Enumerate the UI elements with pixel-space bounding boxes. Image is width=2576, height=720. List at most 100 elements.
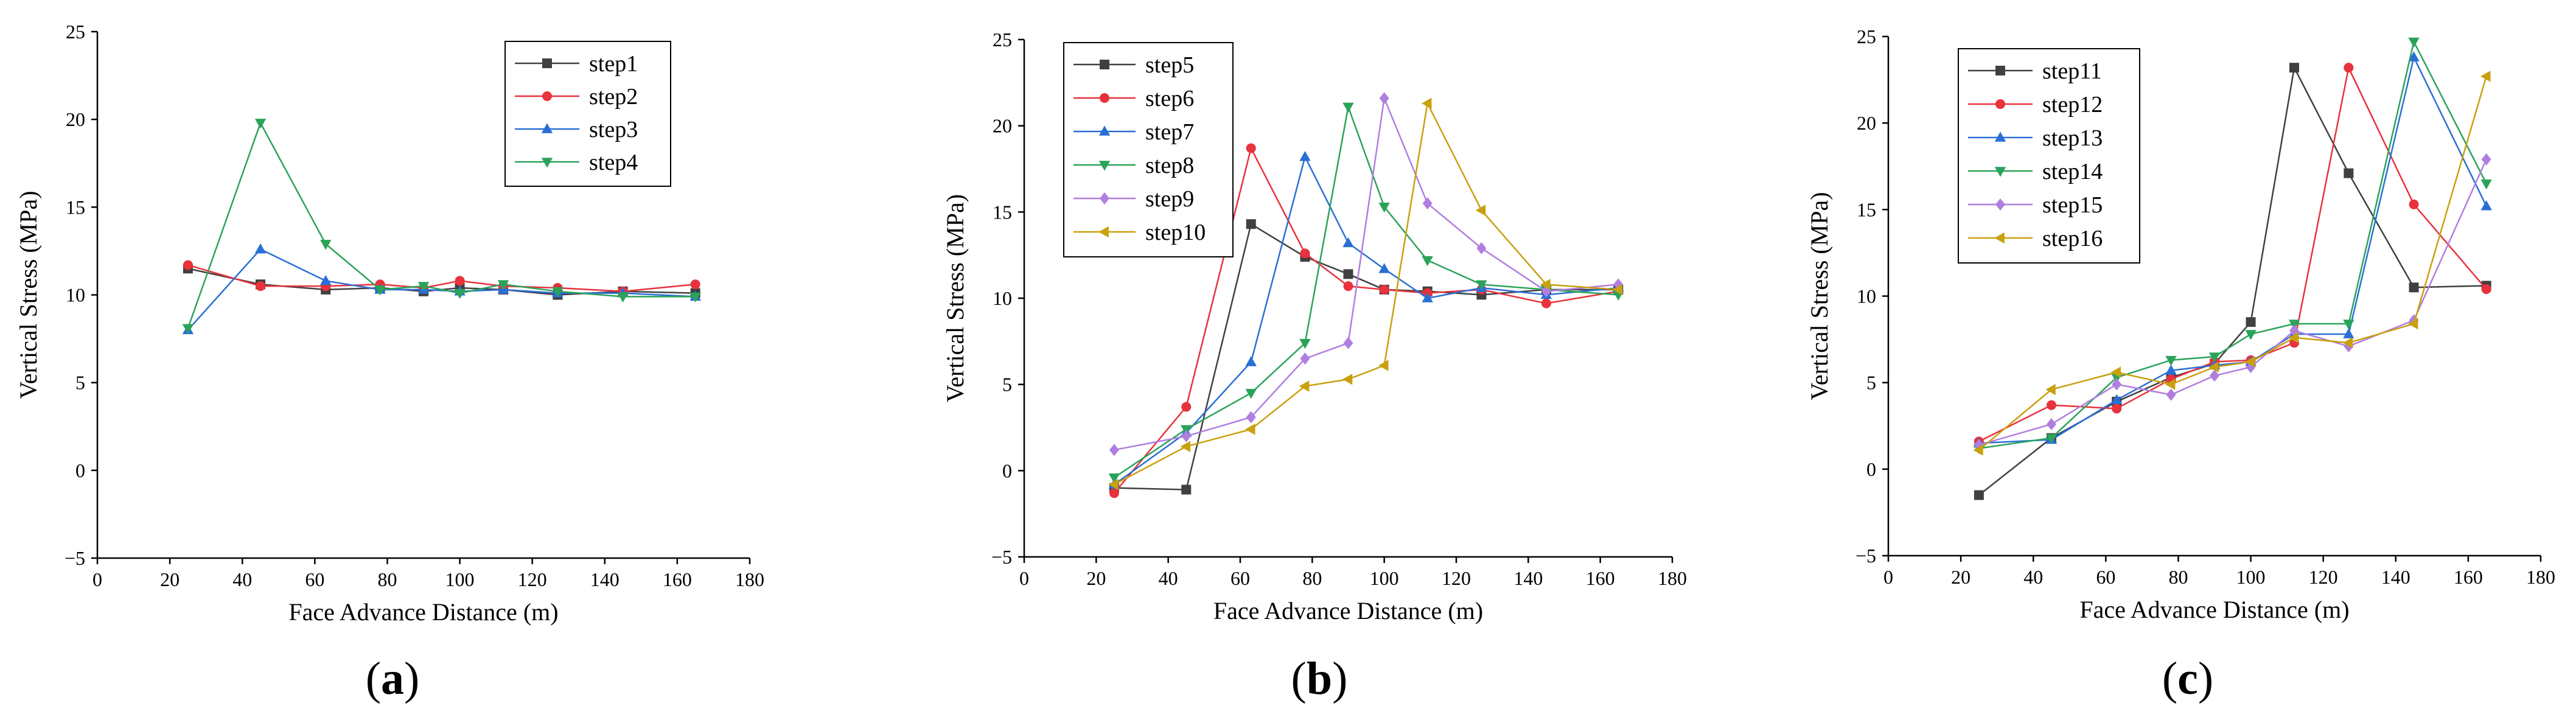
data-point: [1973, 444, 1983, 456]
y-tick-label: 20: [1857, 112, 1876, 134]
legend-item: step16: [1968, 226, 2103, 251]
y-tick-label: 25: [993, 29, 1012, 51]
legend-marker: [1995, 66, 2005, 75]
y-tick-label: 0: [75, 460, 85, 481]
legend-item: step12: [1968, 92, 2103, 117]
data-point: [1378, 203, 1390, 213]
legend: step5 step6 step7 step8 step9 step10: [1063, 42, 1234, 257]
legend: step11 step12 step13 step14 step15 step16: [1958, 48, 2140, 264]
data-point: [183, 260, 193, 270]
y-axis-title: Vertical Stress (MPa): [1806, 192, 1833, 400]
legend-label: step1: [589, 51, 638, 77]
series-step4: [182, 119, 701, 334]
x-tick-label: 120: [2309, 566, 2338, 588]
y-tick-label: 10: [993, 287, 1012, 309]
data-point: [2165, 355, 2177, 366]
data-point: [2246, 317, 2256, 327]
x-tick-label: 140: [1513, 567, 1543, 589]
data-point: [2245, 330, 2257, 340]
series-line: [187, 264, 696, 292]
x-tick-label: 60: [1230, 567, 1250, 589]
data-point: [2407, 318, 2418, 330]
panel-label: (b): [1291, 653, 1348, 704]
data-point: [2111, 394, 2123, 404]
data-point: [1379, 284, 1389, 295]
x-tick-label: 80: [1302, 567, 1322, 589]
legend-marker: [1995, 99, 2005, 109]
series-line: [1978, 76, 2487, 451]
data-point: [1245, 356, 1257, 366]
data-point: [374, 285, 386, 296]
data-point: [1343, 281, 1353, 292]
x-tick-label: 20: [1086, 567, 1106, 589]
data-point: [1422, 197, 1433, 210]
legend-label: step2: [589, 84, 638, 110]
data-point: [1422, 97, 1432, 110]
legend-label: step10: [1145, 220, 1206, 245]
legend-label: step15: [2042, 192, 2103, 218]
x-tick-label: 180: [1658, 567, 1687, 589]
legend: step1 step2 step3 step4: [504, 41, 671, 187]
series-line: [187, 122, 696, 329]
data-point: [2481, 284, 2491, 295]
legend-item: step8: [1073, 153, 1194, 178]
panel-label: (c): [2162, 653, 2213, 704]
series-line: [187, 248, 696, 331]
y-tick-label: 0: [1002, 460, 1012, 481]
legend-item: step7: [1073, 119, 1194, 145]
data-point: [2480, 71, 2491, 82]
legend-marker: [1994, 167, 2006, 177]
data-point: [617, 292, 629, 302]
y-tick-label: −5: [991, 546, 1012, 568]
data-point: [1378, 360, 1389, 371]
y-tick-label: −5: [65, 547, 85, 569]
data-point: [1300, 248, 1310, 259]
data-point: [2166, 388, 2176, 401]
data-point: [2409, 282, 2419, 293]
x-tick-label: 180: [2526, 566, 2555, 588]
data-point: [2408, 37, 2420, 48]
data-point: [2342, 337, 2353, 349]
x-tick-label: 80: [377, 568, 397, 590]
x-tick-label: 100: [1370, 567, 1399, 589]
chart-panel-1: 0 20 40 60 80 100 120 140 160 180 −5 0 5 10 15 20 25 Face…: [15, 21, 764, 704]
x-tick-label: 0: [1019, 567, 1029, 589]
data-point: [2289, 63, 2300, 73]
y-axis-title: Vertical Stress (MPa): [941, 194, 969, 402]
y-tick-label: 10: [1857, 285, 1876, 307]
legend-label: step12: [2042, 92, 2103, 117]
legend-label: step9: [1145, 186, 1194, 212]
data-point: [1541, 298, 1551, 309]
data-point: [1246, 219, 1256, 229]
data-point: [1475, 204, 1486, 216]
data-point: [1246, 143, 1256, 153]
data-point: [690, 279, 700, 290]
legend-label: step11: [2042, 58, 2102, 84]
series-step6: [1109, 143, 1624, 498]
x-tick-label: 160: [2454, 566, 2483, 588]
legend-label: step5: [1145, 52, 1194, 78]
x-tick-label: 60: [305, 568, 324, 590]
legend-item: step5: [1073, 52, 1194, 78]
series-line: [1114, 223, 1619, 491]
data-point: [1378, 263, 1390, 273]
data-point: [2409, 199, 2419, 209]
legend-marker: [1098, 125, 1111, 136]
data-point: [2165, 379, 2176, 390]
data-point: [2481, 153, 2491, 166]
y-tick-label: 15: [993, 201, 1012, 223]
series-line: [1978, 41, 2487, 449]
x-tick-label: 140: [590, 568, 620, 590]
x-axis-title: Face Advance Distance (m): [1213, 597, 1483, 624]
legend-item: step4: [515, 150, 638, 175]
data-point: [256, 281, 265, 292]
x-tick-label: 20: [160, 568, 180, 590]
data-point: [455, 276, 465, 286]
data-point: [2047, 400, 2056, 410]
x-tick-label: 0: [1883, 566, 1893, 588]
y-tick-label: 0: [1866, 458, 1876, 480]
legend-marker: [1100, 93, 1109, 103]
legend-label: step4: [589, 150, 638, 175]
data-point: [1181, 484, 1192, 495]
data-point: [2208, 352, 2221, 363]
